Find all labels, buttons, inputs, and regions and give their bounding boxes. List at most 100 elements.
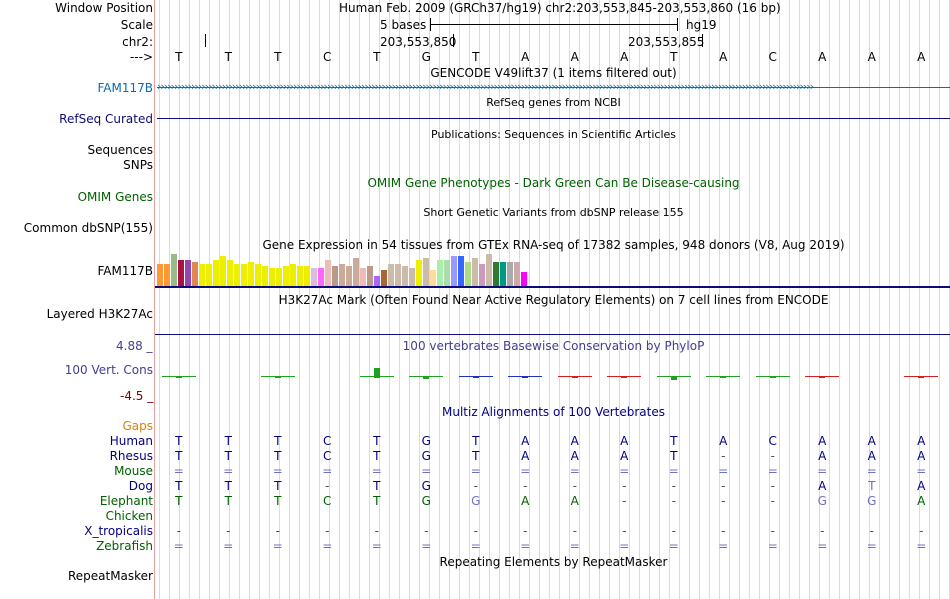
gtex-tissue-bar[interactable] [367, 266, 373, 286]
base-letter: T [224, 50, 232, 64]
gtex-tissue-bar[interactable] [262, 266, 268, 286]
gtex-tissue-bar[interactable] [353, 258, 359, 286]
snps-label[interactable]: SNPs [123, 158, 153, 172]
multiz-base: = [421, 539, 432, 553]
gtex-tissue-bar[interactable] [339, 264, 345, 286]
refseq-gene-line[interactable] [157, 118, 950, 119]
fam117b-gene-arrows[interactable]: ››››››››››››››››››››››››››››››››››››››››… [157, 80, 814, 93]
multiz-base: - [473, 524, 478, 538]
multiz-species-label[interactable]: Dog [128, 479, 153, 493]
refseq-label[interactable]: RefSeq Curated [59, 112, 153, 126]
gaps-label[interactable]: Gaps [122, 419, 153, 433]
gtex-tissue-bar[interactable] [241, 264, 247, 286]
gtex-tissue-bar[interactable] [164, 264, 170, 286]
multiz-base: = [817, 539, 828, 553]
gtex-tissue-bar[interactable] [465, 262, 471, 286]
gtex-tissue-bar[interactable] [402, 266, 408, 286]
multiz-base: = [520, 539, 531, 553]
gtex-tissue-bar[interactable] [248, 262, 254, 286]
gtex-tissue-bar[interactable] [493, 262, 499, 286]
gtex-track-title: Gene Expression in 54 tissues from GTEx … [262, 238, 845, 252]
gtex-tissue-bar[interactable] [283, 266, 289, 286]
multiz-species-label[interactable]: Human [109, 434, 153, 448]
gtex-tissue-bar[interactable] [304, 266, 310, 286]
gtex-tissue-bar[interactable] [500, 262, 506, 286]
gtex-tissue-bar[interactable] [507, 262, 513, 286]
gtex-tissue-bar[interactable] [521, 272, 527, 286]
assembly-text: hg19 [686, 18, 717, 32]
multiz-species-label[interactable]: Mouse [114, 464, 153, 478]
gtex-tissue-bar[interactable] [157, 264, 163, 286]
grid-line [859, 0, 860, 599]
gtex-tissue-bar[interactable] [381, 270, 387, 286]
gtex-tissue-bar[interactable] [458, 256, 464, 286]
gtex-tissue-bar[interactable] [479, 264, 485, 286]
h3k27ac-label[interactable]: Layered H3K27Ac [46, 307, 153, 321]
multiz-base: G [421, 449, 431, 463]
gtex-tissue-bar[interactable] [416, 260, 422, 286]
multiz-species-label[interactable]: Rhesus [109, 449, 153, 463]
cons-value-bar [472, 376, 479, 378]
fam117b-gene-label[interactable]: FAM117B [97, 81, 154, 95]
gtex-tissue-bar[interactable] [311, 268, 317, 286]
gtex-tissue-bar[interactable] [206, 264, 212, 286]
gtex-tissue-bar[interactable] [395, 264, 401, 286]
gtex-gene-label[interactable]: FAM117B [97, 264, 154, 278]
gtex-tissue-bar[interactable] [360, 268, 366, 286]
chrom-label: chr2: [122, 35, 153, 49]
gtex-tissue-bar[interactable] [437, 260, 443, 286]
gtex-tissue-bar[interactable] [178, 260, 184, 286]
gtex-tissue-bar[interactable] [423, 258, 429, 286]
grid-line [559, 0, 560, 599]
multiz-species-label[interactable]: Elephant [99, 494, 153, 508]
gtex-tissue-bar[interactable] [332, 266, 338, 286]
gtex-tissue-bar[interactable] [276, 268, 282, 286]
gtex-tissue-bar[interactable] [185, 260, 191, 286]
gtex-tissue-bar[interactable] [227, 260, 233, 286]
grid-line [279, 0, 280, 599]
gtex-tissue-bar[interactable] [192, 262, 198, 286]
multiz-species-label[interactable]: X_tropicalis [84, 524, 153, 538]
multiz-base: A [917, 449, 926, 463]
gtex-tissue-bar[interactable] [388, 264, 394, 286]
gtex-tissue-bar[interactable] [255, 264, 261, 286]
gtex-tissue-bar[interactable] [374, 276, 380, 286]
gtex-tissue-bar[interactable] [409, 268, 415, 286]
repeatmasker-label[interactable]: RepeatMasker [67, 569, 153, 583]
multiz-base: G [471, 494, 481, 508]
multiz-base: - [869, 524, 874, 538]
gtex-tissue-bar[interactable] [290, 264, 296, 286]
dbsnp-label[interactable]: Common dbSNP(155) [23, 221, 153, 235]
gtex-tissue-bar[interactable] [269, 268, 275, 286]
gtex-tissue-bar[interactable] [346, 266, 352, 286]
gtex-tissue-bar[interactable] [514, 262, 520, 286]
gtex-tissue-bar[interactable] [318, 268, 324, 286]
multiz-base: A [620, 449, 629, 463]
multiz-species-label[interactable]: Chicken [105, 509, 153, 523]
gtex-tissue-bar[interactable] [297, 266, 303, 286]
gtex-tissue-bar[interactable] [220, 256, 226, 286]
gtex-tissue-bar[interactable] [472, 258, 478, 286]
gtex-tissue-bar[interactable] [451, 256, 457, 286]
gtex-tissue-bar[interactable] [234, 264, 240, 286]
base-letter: A [818, 50, 827, 64]
grid-line [529, 0, 530, 599]
omim-genes-label[interactable]: OMIM Genes [77, 190, 153, 204]
cons-track-label[interactable]: 100 Vert. Cons [64, 363, 153, 377]
grid-line [359, 0, 360, 599]
gtex-tissue-bar[interactable] [171, 254, 177, 286]
sequences-label[interactable]: Sequences [87, 143, 153, 157]
gtex-tissue-bar[interactable] [213, 260, 219, 286]
multiz-base: A [818, 434, 827, 448]
gtex-tissue-bar[interactable] [486, 254, 492, 286]
multiz-base: = [470, 464, 481, 478]
gtex-tissue-bar[interactable] [325, 260, 331, 286]
gtex-tissue-bar[interactable] [444, 260, 450, 286]
gtex-tissue-bar[interactable] [430, 270, 436, 286]
multiz-species-label[interactable]: Zebrafish [96, 539, 153, 553]
base-letter: G [421, 50, 431, 64]
grid-line [759, 0, 760, 599]
grid-line [519, 0, 520, 599]
gtex-tissue-bar[interactable] [199, 264, 205, 286]
multiz-base: - [622, 479, 627, 493]
